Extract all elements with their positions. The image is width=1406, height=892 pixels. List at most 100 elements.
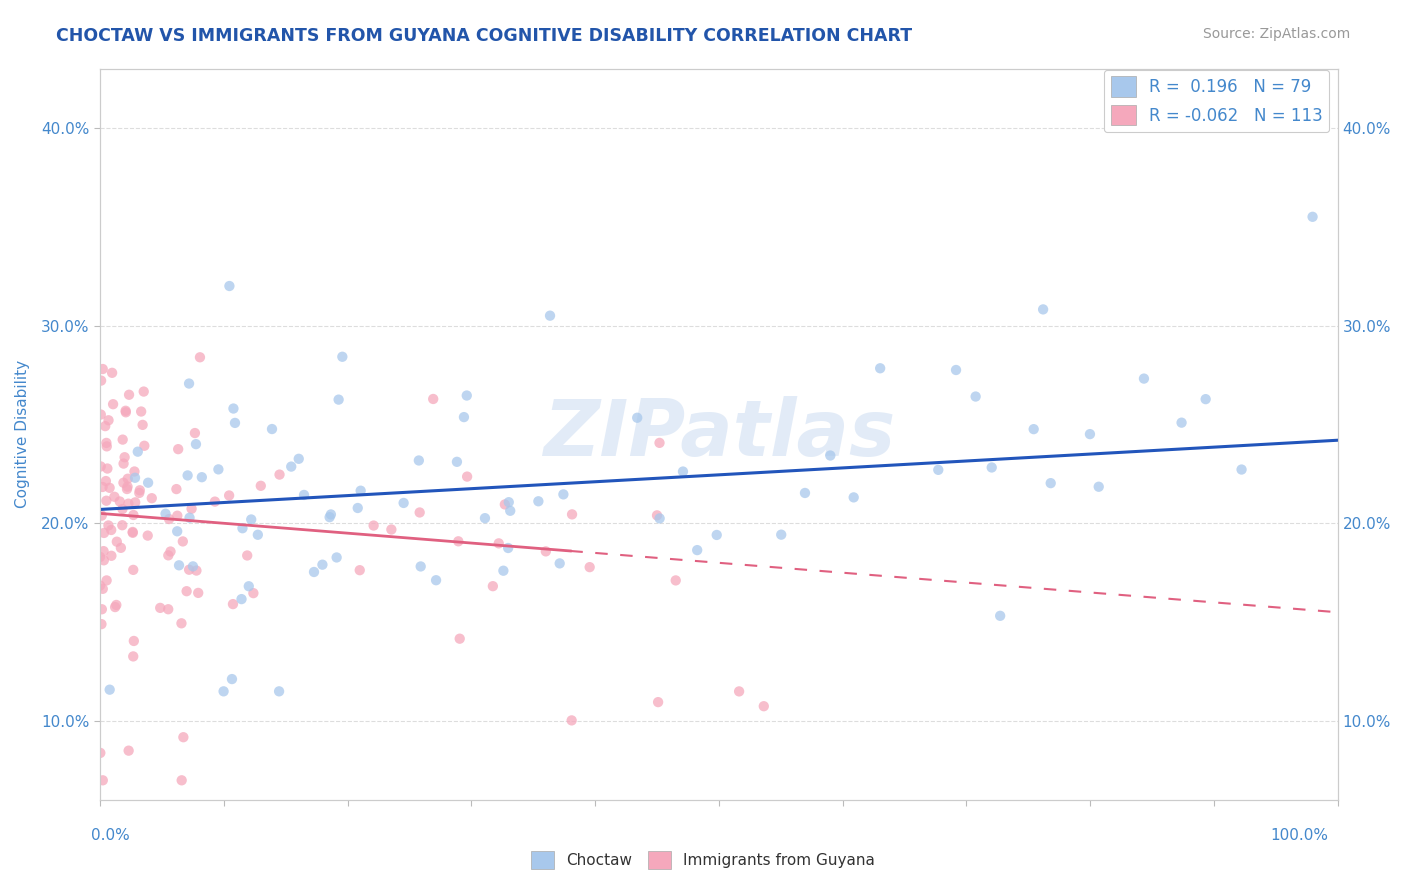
- Point: [165, 482, 187, 496]
- Point: [111, 518, 134, 533]
- Point: [204, 494, 226, 508]
- Point: [121, 524, 143, 539]
- Point: [93, 553, 115, 567]
- Text: ZIPatlas: ZIPatlas: [543, 396, 896, 472]
- Point: [105, 598, 128, 612]
- Point: [1087, 480, 1109, 494]
- Point: [91, 480, 114, 494]
- Point: [159, 544, 181, 558]
- Point: [449, 632, 471, 646]
- Point: [425, 573, 447, 587]
- Point: [752, 699, 775, 714]
- Point: [90, 617, 112, 632]
- Point: [186, 564, 208, 578]
- Point: [90, 459, 112, 474]
- Point: [176, 468, 198, 483]
- Point: [117, 744, 139, 758]
- Point: [318, 510, 340, 524]
- Point: [191, 470, 214, 484]
- Point: [177, 376, 200, 391]
- Point: [869, 361, 891, 376]
- Point: [820, 449, 842, 463]
- Point: [645, 508, 668, 523]
- Point: [346, 501, 368, 516]
- Point: [409, 559, 432, 574]
- Point: [157, 549, 180, 563]
- Y-axis label: Cognitive Disability: Cognitive Disability: [15, 360, 30, 508]
- Point: [626, 410, 648, 425]
- Point: [114, 450, 136, 465]
- Point: [242, 586, 264, 600]
- Point: [1022, 422, 1045, 436]
- Point: [96, 574, 118, 588]
- Point: [122, 634, 145, 648]
- Point: [392, 496, 415, 510]
- Point: [794, 486, 817, 500]
- Point: [770, 527, 793, 541]
- Point: [212, 684, 235, 698]
- Point: [155, 507, 177, 521]
- Point: [111, 502, 134, 516]
- Point: [170, 616, 193, 631]
- Point: [108, 494, 131, 508]
- Point: [122, 563, 145, 577]
- Point: [269, 467, 291, 482]
- Point: [167, 442, 190, 457]
- Point: [1133, 371, 1156, 385]
- Point: [94, 474, 117, 488]
- Point: [136, 475, 159, 490]
- Point: [260, 422, 283, 436]
- Point: [128, 483, 150, 498]
- Point: [249, 479, 271, 493]
- Point: [224, 416, 246, 430]
- Point: [128, 486, 150, 500]
- Point: [96, 493, 118, 508]
- Point: [136, 528, 159, 542]
- Legend: Choctaw, Immigrants from Guyana: Choctaw, Immigrants from Guyana: [526, 845, 880, 875]
- Point: [267, 684, 290, 698]
- Point: [96, 439, 118, 453]
- Point: [453, 410, 475, 425]
- Point: [131, 417, 153, 432]
- Point: [311, 558, 333, 572]
- Text: CHOCTAW VS IMMIGRANTS FROM GUYANA COGNITIVE DISABILITY CORRELATION CHART: CHOCTAW VS IMMIGRANTS FROM GUYANA COGNIT…: [56, 27, 912, 45]
- Point: [89, 746, 111, 760]
- Point: [124, 471, 146, 485]
- Point: [408, 506, 430, 520]
- Point: [157, 512, 180, 526]
- Point: [112, 475, 135, 490]
- Point: [1302, 210, 1324, 224]
- Point: [115, 405, 138, 419]
- Text: Source: ZipAtlas.com: Source: ZipAtlas.com: [1202, 27, 1350, 41]
- Point: [117, 497, 139, 511]
- Point: [408, 453, 430, 467]
- Point: [218, 279, 240, 293]
- Point: [236, 549, 259, 563]
- Point: [494, 498, 516, 512]
- Point: [221, 672, 243, 686]
- Point: [111, 433, 134, 447]
- Point: [117, 472, 139, 486]
- Point: [184, 425, 207, 440]
- Point: [561, 508, 583, 522]
- Point: [166, 508, 188, 523]
- Point: [325, 550, 347, 565]
- Point: [98, 682, 121, 697]
- Point: [134, 439, 156, 453]
- Point: [548, 557, 571, 571]
- Point: [122, 649, 145, 664]
- Point: [474, 511, 496, 525]
- Point: [534, 544, 557, 558]
- Point: [89, 549, 111, 564]
- Point: [98, 481, 121, 495]
- Point: [93, 544, 115, 558]
- Point: [179, 510, 201, 524]
- Point: [90, 508, 112, 523]
- Point: [157, 602, 180, 616]
- Point: [100, 523, 122, 537]
- Point: [184, 437, 207, 451]
- Point: [319, 508, 342, 522]
- Point: [93, 525, 115, 540]
- Point: [149, 600, 172, 615]
- Point: [96, 436, 118, 450]
